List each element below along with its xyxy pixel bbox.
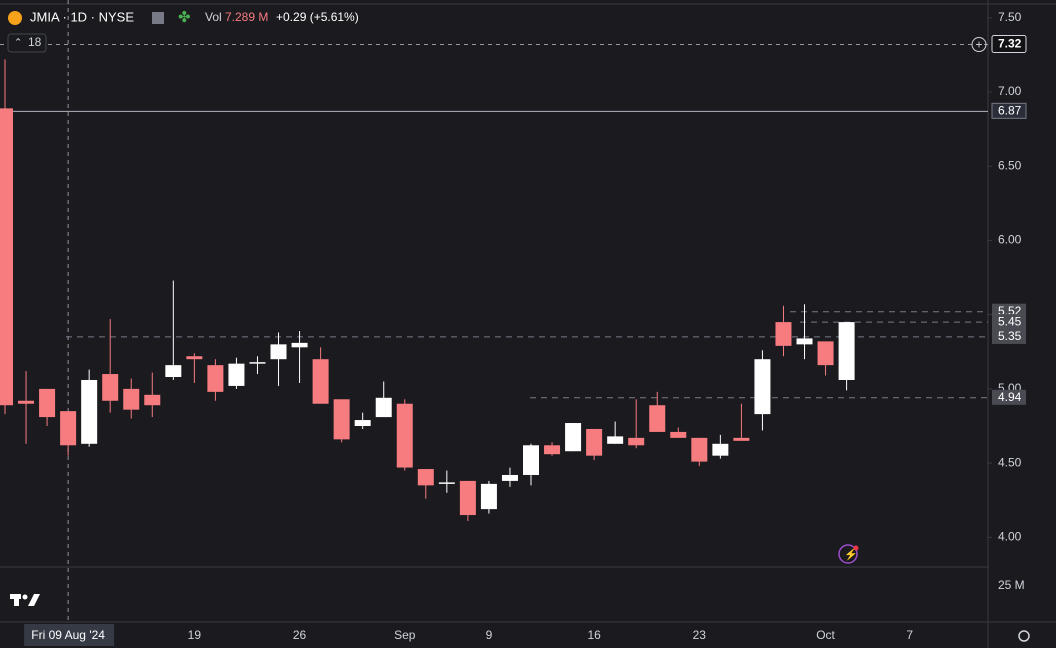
x-tick-label: 9 [486, 628, 493, 642]
candle-body [838, 322, 855, 380]
x-tick-label: 26 [293, 628, 307, 642]
x-tick-label: 23 [693, 628, 707, 642]
candle-body [249, 362, 266, 364]
candle-body [270, 344, 287, 360]
change: +0.29 (+5.61%) [276, 10, 359, 24]
crosshair-date: Fri 09 Aug '24 [31, 628, 105, 642]
indicator-arrow: ⌃ [14, 38, 22, 49]
lightning-glyph: ⚡ [844, 548, 858, 561]
logo-part [28, 594, 40, 606]
candle-body [375, 397, 392, 418]
candle-body [417, 469, 434, 486]
y-tick-label: 6.50 [998, 158, 1022, 172]
price-label-box [992, 314, 1026, 330]
candle-body [607, 436, 624, 444]
candle-body [544, 445, 561, 455]
crosshair-price: 7.32 [998, 37, 1022, 51]
y-tick-label: 6.00 [998, 233, 1022, 247]
candle-body [817, 341, 834, 366]
price-label: 5.35 [998, 329, 1022, 343]
x-tick-label: 19 [188, 628, 202, 642]
candle-body [39, 388, 56, 418]
volume-tick-label: 25 M [998, 578, 1025, 592]
candle-body [186, 356, 203, 360]
candle-body [333, 399, 350, 440]
candle-body [60, 411, 77, 446]
candle-body [144, 394, 161, 406]
candle-body [796, 338, 813, 345]
flag-icon[interactable] [152, 12, 164, 24]
add-alert-icon[interactable] [971, 37, 987, 53]
candle-body [396, 403, 413, 468]
candle-body [649, 405, 666, 432]
y-tick-label: 7.50 [998, 10, 1022, 24]
candle-body [712, 443, 729, 456]
candle-body [691, 437, 708, 462]
crosshair-date-box [24, 624, 115, 646]
candle-body [438, 482, 455, 484]
price-label: 5.45 [998, 314, 1022, 328]
y-tick-label: 7.00 [998, 84, 1022, 98]
volume-value: 7.289 M [225, 10, 268, 24]
candle-body [586, 428, 603, 456]
x-tick-label: Oct [816, 628, 835, 642]
y-tick-label: 4.00 [998, 529, 1022, 543]
candle-body [754, 359, 771, 415]
candle-body [501, 474, 518, 481]
candle-body [81, 379, 98, 444]
x-tick-label: 7 [906, 628, 913, 642]
lightning-icon[interactable] [838, 544, 858, 564]
candle-body [459, 480, 476, 516]
alert-dot [853, 545, 859, 551]
x-tick-label: 16 [587, 628, 601, 642]
alert-icon[interactable]: ⚡ [838, 544, 859, 564]
logo-part [14, 594, 19, 606]
indicator-box[interactable] [7, 33, 47, 53]
candle-body [102, 374, 119, 401]
x-tick-label: Sep [394, 628, 416, 642]
header: JMIA · 1D · NYSE ✤ Vol 7.289 M +0.29 (+5… [7, 9, 359, 53]
price-label-box [992, 389, 1026, 405]
candle-body [291, 342, 308, 348]
crosshair-price-box [991, 35, 1027, 54]
candle-body [523, 445, 539, 475]
candle-body [312, 359, 329, 404]
candle-body [18, 400, 35, 404]
price-label-box [992, 328, 1026, 344]
volume-label: Vol [205, 10, 222, 24]
candle-body [480, 483, 497, 510]
price-label: 6.87 [998, 103, 1022, 117]
settings-icon[interactable] [1018, 630, 1030, 642]
candle-body [165, 365, 182, 378]
candle-body [123, 388, 140, 410]
candle-body [733, 437, 750, 441]
candle-body [207, 365, 224, 392]
symbol-icon [8, 11, 22, 25]
candle-body [354, 420, 371, 426]
plot-area [0, 0, 988, 622]
candle-body [228, 363, 245, 386]
y-tick-label: 4.50 [998, 455, 1022, 469]
clover-icon: ✤ [178, 9, 191, 26]
tv-logo [10, 594, 40, 606]
symbol[interactable]: JMIA · 1D · NYSE [30, 9, 134, 24]
candle-body [0, 108, 13, 406]
candle-body [775, 322, 792, 346]
candle-body [670, 431, 687, 438]
indicator-count[interactable]: 18 [28, 35, 42, 49]
logo-part [22, 594, 28, 600]
price-label-box [991, 102, 1027, 119]
price-label: 4.94 [998, 390, 1022, 404]
add-alert-plus: + [975, 38, 982, 52]
candle-body [565, 423, 582, 452]
candle-body [628, 437, 645, 446]
